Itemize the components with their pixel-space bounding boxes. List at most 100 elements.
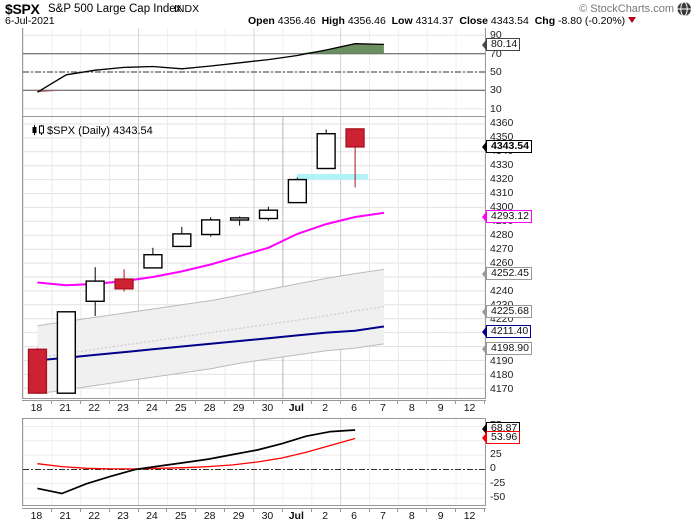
x-axis-tick — [426, 400, 428, 404]
x-axis-line — [22, 400, 486, 401]
x-axis-tick — [166, 400, 168, 404]
x-axis-tick-label: 25 — [174, 510, 187, 522]
x-axis-tick-label: 12 — [463, 510, 476, 522]
tag-pointer — [482, 343, 487, 356]
x-axis-tick-label: 23 — [117, 510, 129, 522]
axis-tick-label: 4240 — [490, 285, 514, 298]
x-axis-tick-label: 24 — [146, 402, 158, 414]
price-plot — [23, 117, 485, 398]
axis-tick-label: 50 — [490, 66, 502, 78]
axis-tick-label: 10 — [490, 102, 502, 115]
chg-value: -8.80 (-0.20%) — [558, 15, 626, 27]
x-axis-tick-label: Jul — [288, 402, 304, 414]
axis-tick-label: 0 — [490, 462, 496, 475]
low-value: 4314.37 — [415, 15, 454, 27]
x-axis-tick — [426, 508, 428, 512]
x-axis-tick-label: 7 — [380, 402, 386, 414]
close-label: Close — [459, 15, 488, 27]
x-axis-tick-label: 23 — [117, 402, 129, 414]
x-axis-tick — [281, 400, 283, 404]
rsi-panel — [22, 28, 486, 116]
tag-pointer — [482, 423, 487, 436]
x-axis-tick-label: 9 — [437, 402, 444, 414]
x-axis-tick-label: 30 — [261, 510, 274, 522]
x-axis-tick-label: 7 — [380, 510, 386, 522]
axis-tick-label: 70 — [490, 47, 502, 60]
x-axis-tick — [484, 400, 485, 404]
rsi-axis: 90 70 50 30 10 80.14 — [482, 28, 692, 116]
x-axis-tick — [137, 508, 139, 512]
chart-header: $SPX S&P 500 Large Cap Index INDX 6-Jul-… — [0, 0, 692, 28]
candlestick-icon — [32, 125, 44, 135]
x-axis-tick — [253, 508, 254, 512]
close-value: 4343.54 — [490, 15, 529, 27]
x-axis-tick-label: 8 — [408, 510, 415, 522]
axis-tick-label: 90 — [490, 29, 502, 42]
x-axis-tick — [79, 400, 81, 404]
tag-pointer — [482, 305, 487, 318]
momentum-plot — [23, 419, 485, 505]
axis-value-tag: 4211.40 — [482, 324, 532, 338]
x-axis-tick — [224, 400, 226, 404]
x-axis-tick — [368, 508, 370, 512]
x-axis-tick-label: 21 — [59, 510, 72, 522]
x-axis-tick-label: 24 — [146, 510, 158, 522]
axis-value-tag: 4225.68 — [482, 304, 532, 318]
axis-tick-label: 4180 — [490, 369, 514, 382]
x-axis-tick-label: 2 — [322, 402, 329, 414]
tag-pointer — [482, 268, 487, 281]
x-axis-tick-label: 6 — [351, 510, 357, 522]
high-label: High — [321, 15, 345, 27]
down-triangle-icon — [628, 17, 637, 24]
tag-pointer — [482, 432, 487, 445]
x-axis-tick — [397, 508, 399, 512]
globe-icon[interactable] — [676, 1, 692, 17]
price-legend-text: $SPX (Daily) 4343.54 — [47, 125, 153, 137]
x-axis-tick-label: 18 — [30, 402, 43, 414]
x-axis-tick-label: 18 — [30, 510, 43, 522]
x-axis-tick — [166, 508, 168, 512]
x-axis-tick-label: Jul — [288, 510, 304, 522]
axis-tick-label: 4330 — [490, 159, 514, 172]
x-axis-tick — [484, 508, 485, 512]
x-axis-tick-label: 22 — [88, 402, 101, 414]
x-axis-price: 18 21 22 23 24 25 28 29 30 Jul 2 6 7 8 9 12 — [22, 400, 486, 416]
x-axis-tick — [368, 400, 370, 404]
x-axis-tick — [79, 508, 81, 512]
x-axis-tick-label: 30 — [261, 402, 274, 414]
x-axis-tick-label: 6 — [351, 402, 357, 414]
x-axis-tick — [195, 508, 197, 512]
axis-tick-label: 30 — [490, 84, 502, 97]
axis-tick-label: 4300 — [490, 201, 514, 214]
quote-date: 6-Jul-2021 — [5, 15, 55, 27]
price-panel — [22, 116, 486, 399]
x-axis-tick-label: 12 — [463, 402, 476, 414]
x-axis-tick — [310, 400, 312, 404]
axis-tick-label: 25 — [490, 448, 502, 461]
symbol-ticker: $SPX — [5, 1, 40, 17]
x-axis-tick — [195, 400, 197, 404]
tag-pointer — [482, 211, 487, 224]
x-axis-tick — [253, 400, 254, 404]
x-axis-tick — [310, 508, 312, 512]
x-axis-tick — [455, 508, 457, 512]
axis-value-tag: 80.14 — [482, 37, 521, 51]
axis-value-tag: 4252.45 — [482, 267, 532, 281]
momentum-panel — [22, 418, 486, 506]
x-axis-tick — [50, 400, 52, 404]
brand-label: © StockCharts.com — [579, 3, 674, 15]
x-axis-momentum: 18 21 22 23 24 25 28 29 30 Jul 2 6 7 8 9 12 — [22, 508, 486, 524]
x-axis-tick-label: 29 — [232, 402, 245, 414]
tag-pointer — [482, 325, 487, 338]
low-label: Low — [391, 15, 413, 27]
axis-tick-label: -50 — [490, 491, 506, 504]
x-axis-tick-label: 25 — [174, 402, 187, 414]
x-axis-line — [22, 508, 486, 509]
x-axis-tick-label: 28 — [203, 510, 216, 522]
x-axis-tick — [108, 508, 110, 512]
x-axis-tick — [397, 400, 399, 404]
axis-tick-label: 4190 — [490, 355, 514, 368]
x-axis-tick — [224, 508, 226, 512]
chg-label: Chg — [534, 15, 556, 27]
